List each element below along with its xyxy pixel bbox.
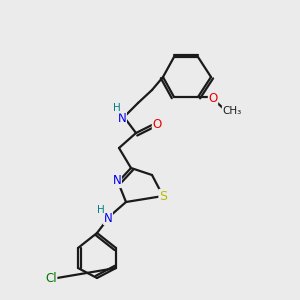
Text: Cl: Cl xyxy=(45,272,57,284)
Text: O: O xyxy=(208,92,217,104)
Text: CH₃: CH₃ xyxy=(222,106,242,116)
Text: N: N xyxy=(118,112,126,124)
Text: N: N xyxy=(103,212,112,224)
Text: O: O xyxy=(152,118,162,130)
Text: N: N xyxy=(112,175,122,188)
Text: S: S xyxy=(159,190,167,202)
Text: H: H xyxy=(97,205,105,215)
Text: H: H xyxy=(113,103,121,113)
